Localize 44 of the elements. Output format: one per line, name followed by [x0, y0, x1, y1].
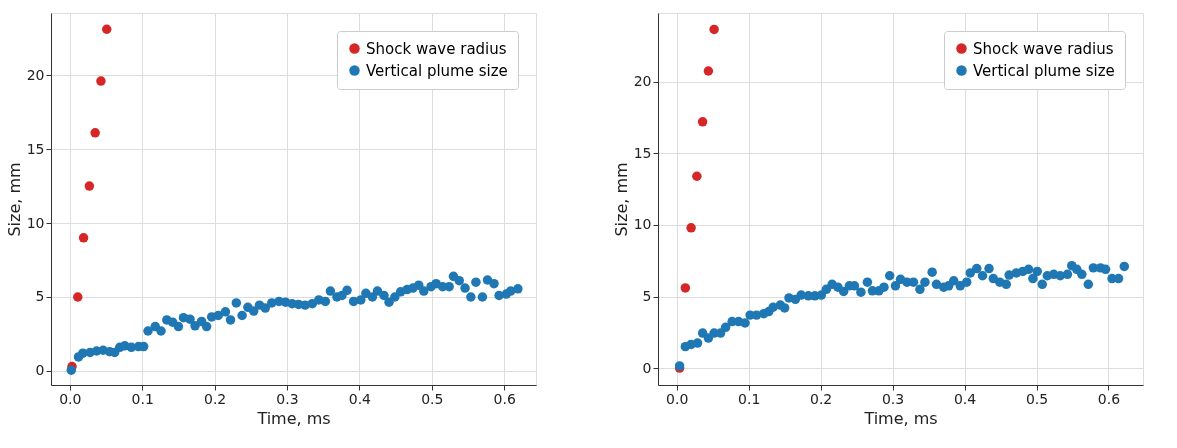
y-tick-label: 20	[633, 73, 652, 90]
y-tick-label: 10	[633, 216, 652, 233]
x-tick-label: 0.4	[348, 390, 372, 407]
legend-label: Vertical plume size	[366, 61, 508, 80]
x-tick-label: 0.5	[1025, 390, 1049, 407]
point	[73, 292, 83, 302]
x-tick-label: 0.3	[881, 390, 905, 407]
y-tick-label: 0	[35, 362, 45, 379]
x-axis-title: Time, ms	[863, 408, 938, 428]
x-axis-title: Time, ms	[256, 408, 331, 428]
y-axis-title: Size, mm	[611, 162, 631, 237]
x-tick-label: 0.1	[131, 390, 154, 407]
y-tick-label: 15	[26, 140, 45, 157]
y-axis-title: Size, mm	[4, 162, 24, 237]
x-tick-label: 0.5	[421, 390, 444, 407]
y-tick-label: 5	[35, 288, 45, 305]
y-tick-label: 10	[26, 214, 45, 231]
x-tick-label: 0.0	[59, 390, 82, 407]
legend-label: Vertical plume size	[973, 61, 1115, 80]
point	[96, 76, 106, 86]
legend-label: Shock wave radius	[366, 39, 507, 58]
point	[78, 233, 89, 243]
x-tick-label: 0.3	[276, 390, 299, 407]
point	[90, 128, 100, 138]
point	[686, 223, 696, 233]
y-tick-label: 15	[633, 144, 652, 161]
x-tick-label: 0.2	[809, 390, 833, 407]
point	[692, 171, 702, 181]
point	[680, 283, 691, 293]
y-tick-label: 0	[642, 359, 652, 376]
legend-label: Shock wave radius	[973, 39, 1114, 58]
point	[703, 66, 714, 76]
point	[697, 117, 708, 127]
x-tick-label: 0.2	[203, 390, 227, 407]
point	[84, 181, 95, 191]
x-tick-label: 0.0	[666, 390, 689, 407]
y-tick-label: 5	[642, 288, 652, 305]
point	[709, 24, 719, 35]
x-tick-label: 0.6	[1097, 390, 1121, 407]
point	[102, 24, 112, 34]
y-tick-label: 20	[26, 66, 45, 83]
x-tick-label: 0.4	[953, 390, 977, 407]
x-tick-label: 0.6	[493, 390, 516, 407]
x-tick-label: 0.1	[738, 390, 761, 407]
